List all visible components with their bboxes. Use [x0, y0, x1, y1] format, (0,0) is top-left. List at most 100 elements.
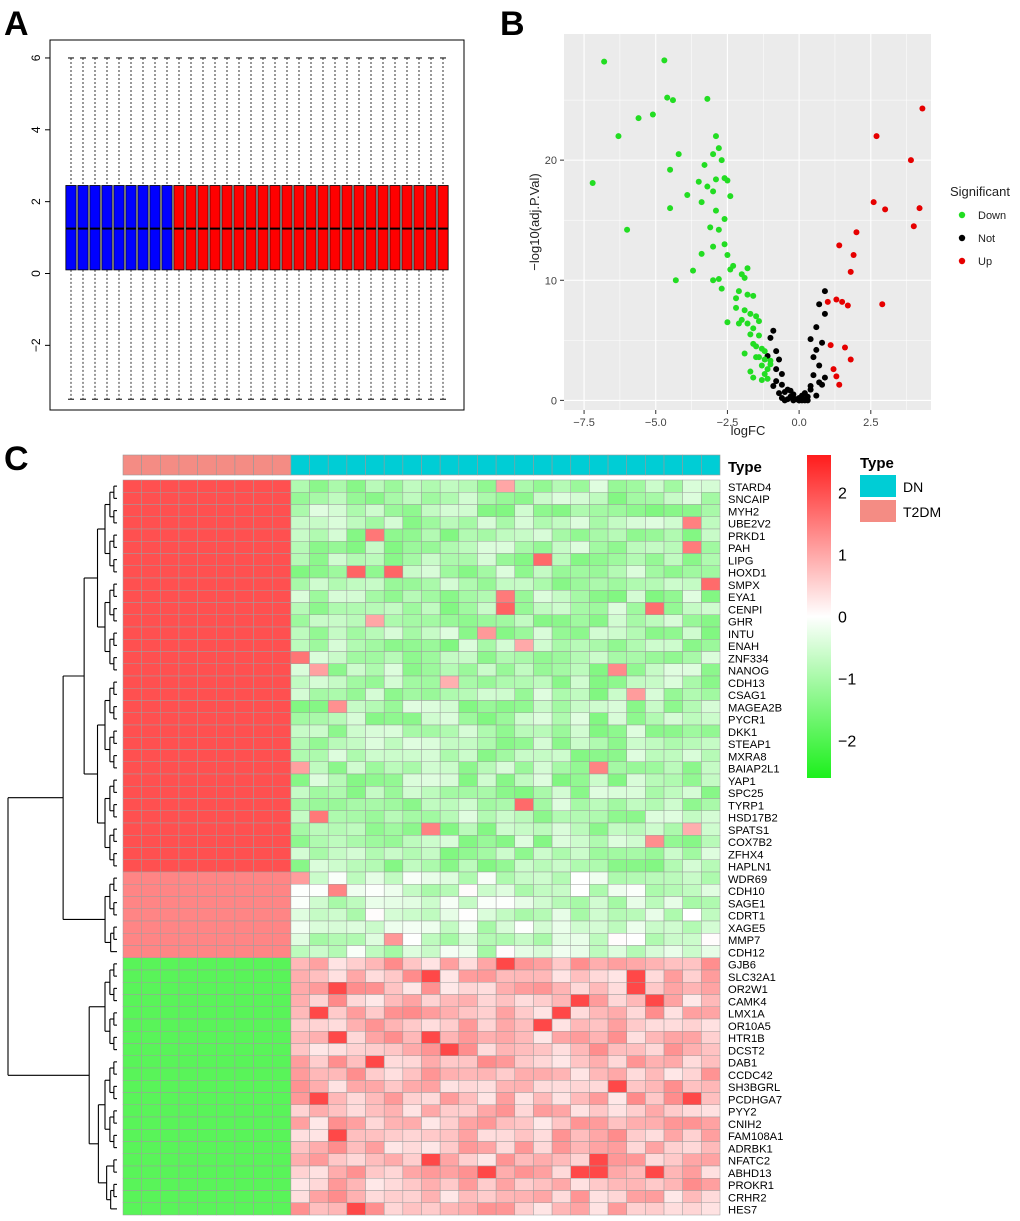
heatmap-cell	[514, 1202, 534, 1216]
heatmap-cell	[663, 1031, 683, 1044]
heatmap-cell	[663, 810, 683, 824]
heatmap-cell	[439, 479, 460, 493]
heatmap-cell	[402, 871, 422, 885]
heatmap-cell	[570, 516, 590, 530]
heatmap-cell	[290, 663, 310, 677]
heatmap-cell	[365, 1141, 385, 1154]
heatmap-cell	[495, 810, 516, 824]
heatmap-cell	[607, 1190, 627, 1203]
heatmap-cell	[589, 1104, 609, 1118]
heatmap-cell	[141, 1141, 161, 1154]
volcano-point-not	[807, 382, 814, 389]
heatmap-cell	[160, 614, 180, 628]
heatmap-cell	[365, 859, 385, 873]
heatmap-cell	[383, 982, 404, 995]
heatmap-cell	[701, 810, 721, 824]
heatmap-cell	[645, 577, 665, 591]
heatmap-cell	[160, 945, 180, 958]
gene-label: PYCR1	[728, 715, 765, 727]
heatmap-cell	[383, 810, 404, 824]
volcano-point-down	[667, 166, 674, 173]
heatmap-cell	[253, 1190, 273, 1203]
heatmap-cell	[383, 700, 404, 713]
heatmap-cell	[253, 1202, 273, 1216]
heatmap-cell	[309, 933, 329, 946]
heatmap-cell	[682, 933, 702, 946]
heatmap-cell	[402, 553, 422, 566]
heatmap-cell	[421, 528, 441, 542]
gene-label: GHR	[728, 617, 753, 629]
heatmap-cell	[290, 651, 310, 664]
heatmap-cell	[514, 1043, 534, 1056]
heatmap-cell	[421, 651, 441, 664]
gene-label: ADRBK1	[728, 1143, 773, 1155]
heatmap-cell	[309, 1092, 329, 1105]
heatmap-cell	[253, 712, 273, 726]
heatmap-cell	[607, 884, 627, 897]
heatmap-cell	[234, 553, 254, 566]
heatmap-cell	[570, 994, 590, 1007]
heatmap-cell	[197, 896, 217, 909]
heatmap-cell	[197, 602, 217, 615]
heatmap-cell	[570, 920, 590, 934]
heatmap-cell	[272, 651, 292, 664]
annotation-cell	[327, 454, 348, 476]
heatmap-cell	[197, 920, 217, 934]
heatmap-cell	[514, 590, 534, 603]
heatmap-cell	[551, 1018, 571, 1032]
heatmap-cell	[141, 773, 161, 787]
heatmap-cell	[514, 1104, 534, 1118]
heatmap-cell	[178, 761, 198, 775]
heatmap-cell	[290, 479, 310, 493]
heatmap-cell	[570, 1165, 590, 1179]
gene-label: PYY2	[728, 1107, 757, 1119]
heatmap-cell	[234, 773, 254, 787]
heatmap-cell	[626, 504, 646, 517]
heatmap-cell	[141, 957, 161, 971]
heatmap-cell	[570, 1129, 590, 1142]
heatmap-cell	[160, 1080, 180, 1093]
heatmap-cell	[533, 700, 553, 713]
heatmap-cell	[701, 541, 721, 554]
heatmap-cell	[290, 798, 310, 811]
heatmap-cell	[216, 492, 236, 505]
heatmap-cell	[514, 626, 534, 640]
volcano-point-not	[767, 334, 774, 341]
volcano-point-not	[776, 390, 783, 397]
heatmap-cell	[551, 504, 571, 517]
heatmap-cell	[253, 798, 273, 811]
heatmap-cell	[533, 933, 553, 946]
heatmap-cell	[234, 1165, 254, 1179]
heatmap-cell	[495, 969, 516, 983]
heatmap-cell	[253, 884, 273, 897]
volcano-point-down	[741, 350, 748, 357]
volcano-point-down	[675, 151, 682, 158]
heatmap-cell	[514, 847, 534, 860]
heatmap-cell	[197, 945, 217, 958]
heatmap-cell	[160, 724, 180, 738]
heatmap-cell	[272, 602, 292, 615]
heatmap-cell	[663, 528, 683, 542]
heatmap-cell	[309, 1129, 329, 1142]
heatmap-cell	[645, 847, 665, 860]
heatmap-cell	[607, 859, 627, 873]
heatmap-cell	[253, 908, 273, 922]
volcano-point-down	[724, 319, 731, 326]
heatmap-cell	[141, 1067, 161, 1081]
heatmap-cell	[346, 675, 366, 689]
heatmap-cell	[383, 1178, 404, 1191]
gene-label: HOXD1	[728, 568, 767, 580]
volcano-point-down	[669, 97, 676, 104]
heatmap-cell	[421, 1190, 441, 1203]
heatmap-cell	[589, 479, 609, 493]
heatmap-cell	[477, 1092, 497, 1105]
heatmap-cell	[141, 528, 161, 542]
heatmap-cell	[272, 675, 292, 689]
heatmap-cell	[626, 810, 646, 824]
heatmap-cell	[141, 688, 161, 701]
heatmap-cell	[365, 982, 385, 995]
heatmap-cell	[551, 737, 571, 750]
heatmap-cell	[570, 1055, 590, 1069]
heatmap-cell	[477, 675, 497, 689]
heatmap-cell	[309, 761, 329, 775]
